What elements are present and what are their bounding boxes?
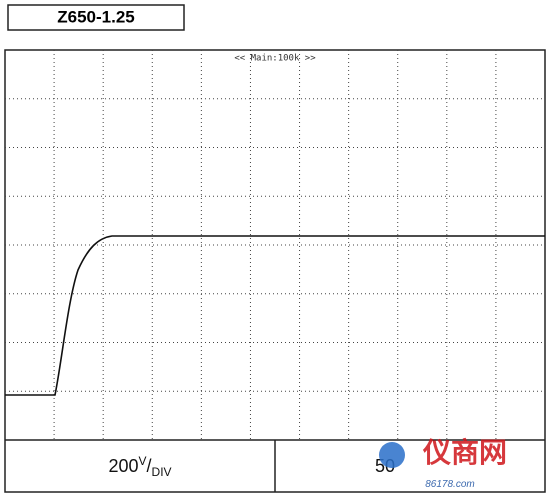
waveform-trace	[5, 235, 545, 396]
vertical-scale: 200V/DIV	[108, 454, 171, 479]
vertical-scale-unit: V	[139, 454, 147, 468]
watermark-site: 86178.com	[425, 479, 474, 490]
grid	[5, 50, 545, 440]
scope-frame	[4, 49, 546, 493]
timebase-label: << Main:100k >>	[234, 54, 316, 64]
vertical-scale-per: DIV	[152, 465, 172, 479]
watermark-logo	[379, 442, 405, 468]
watermark-name: 仪商网	[422, 436, 507, 469]
vertical-scale-value: 200	[108, 456, 138, 476]
title-box	[7, 4, 185, 31]
watermark: 仪商网 86178.com	[379, 436, 507, 490]
title: Z650-1.25	[57, 7, 135, 26]
slash: /	[147, 456, 152, 476]
